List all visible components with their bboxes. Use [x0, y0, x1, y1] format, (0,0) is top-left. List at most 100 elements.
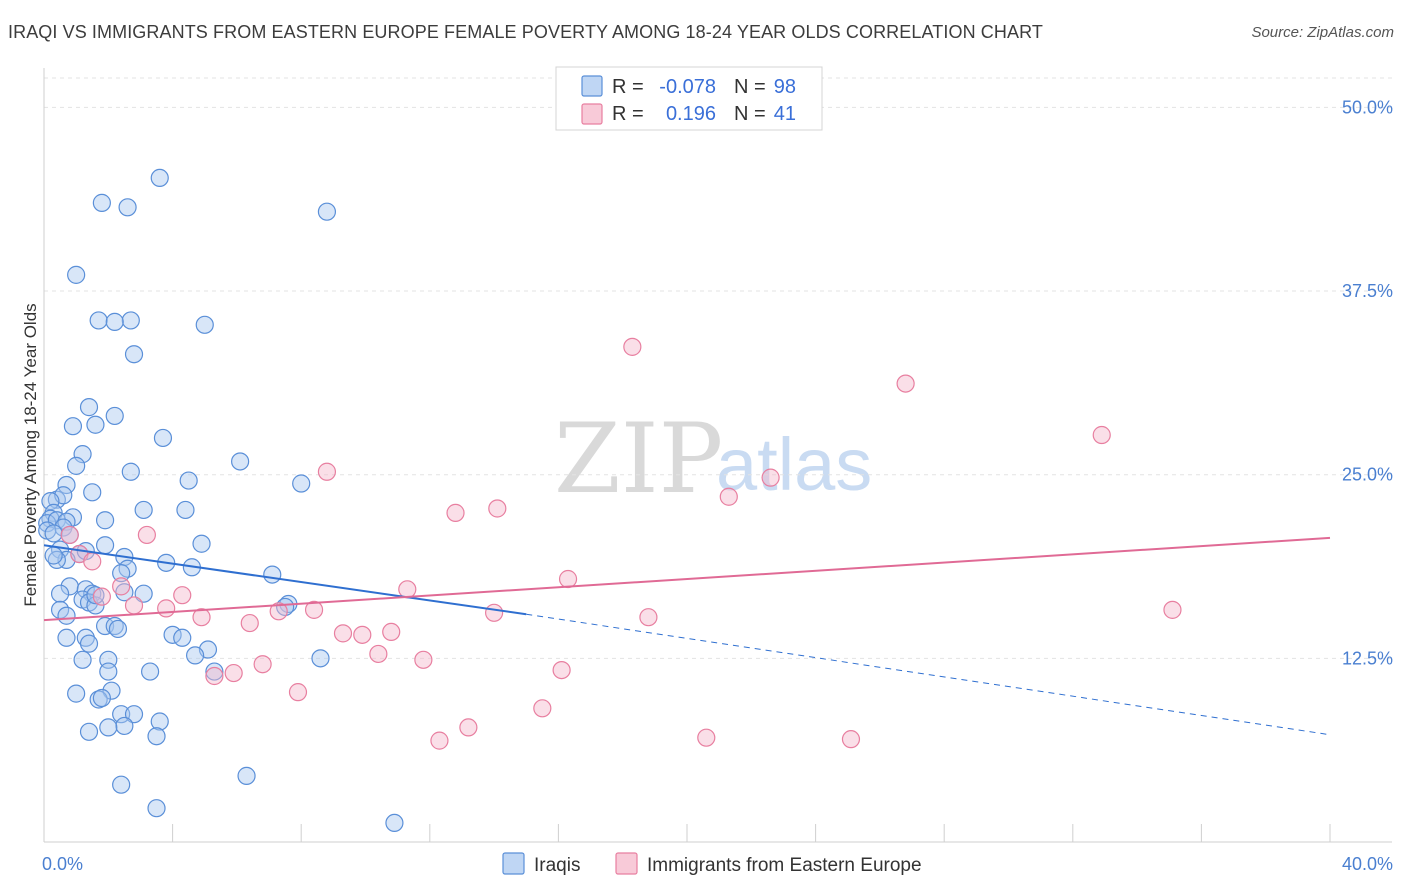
iraqis-point-48	[263, 565, 282, 584]
chart-source: Source: ZipAtlas.com	[1251, 24, 1394, 41]
bottom-legend-swatch-iraqis	[502, 852, 525, 875]
iraqis-point-11	[105, 406, 124, 426]
iraqis-point-88	[237, 766, 256, 785]
iraqis-point-18	[121, 462, 140, 481]
y-tick-label-0: 12.5%	[1342, 648, 1393, 668]
legend-n-label-1: N =	[734, 76, 766, 98]
iraqis-point-73	[311, 649, 330, 668]
eastern-europe-point-29	[369, 644, 388, 664]
iraqis-point-14	[153, 428, 173, 448]
y-tick-label-3: 50.0%	[1342, 97, 1393, 117]
iraqis-point-21	[57, 475, 76, 495]
legend-r-value-2: 0.196	[666, 103, 716, 125]
trend-lines	[43, 536, 1331, 736]
iraqis-point-75	[140, 662, 160, 681]
iraqis-point-12	[63, 417, 83, 436]
trend-line-iraqis-extension	[526, 613, 1331, 736]
y-tick-label-2: 37.5%	[1342, 281, 1393, 301]
eastern-europe-point-17	[124, 596, 144, 615]
iraqis-point-37	[44, 524, 63, 543]
eastern-europe-point-9	[60, 525, 79, 545]
eastern-europe-point-7	[446, 503, 465, 522]
eastern-europe-point-6	[488, 499, 507, 518]
y-tick-label-1: 25.0%	[1342, 465, 1393, 485]
x-tick-label-1: 40.0%	[1342, 854, 1393, 874]
iraqis-point-4	[67, 265, 86, 284]
iraqis-point-15	[231, 452, 250, 471]
trend-line-iraqis	[43, 544, 527, 616]
eastern-europe-point-18	[157, 599, 176, 618]
eastern-europe-point-12	[558, 569, 578, 589]
iraqis-point-86	[79, 722, 99, 741]
legend-swatch-eastern-europe	[581, 103, 603, 125]
iraqis-point-1	[92, 193, 111, 212]
iraqis-point-85	[99, 718, 118, 737]
eastern-europe-point-19	[485, 603, 504, 622]
iraqis-point-54	[134, 584, 153, 603]
iraqis-point-26	[134, 500, 153, 520]
iraqis-point-27	[176, 500, 195, 520]
iraqis-point-13	[86, 415, 105, 434]
eastern-europe-point-22	[1163, 600, 1182, 619]
iraqis-point-0	[150, 168, 169, 188]
eastern-europe-point-13	[398, 580, 417, 599]
eastern-europe-point-14	[112, 577, 131, 596]
eastern-europe-point-11	[83, 552, 102, 571]
iraqis-point-82	[124, 705, 144, 724]
legend-n-value-2: 41	[774, 103, 796, 125]
iraqis-point-77	[67, 684, 86, 703]
iraqis-point-38	[192, 534, 211, 553]
iraqis-point-72	[186, 646, 205, 665]
eastern-europe-point-34	[205, 666, 224, 686]
x-tick-labels: 0.0% 40.0%	[42, 854, 1393, 874]
axes	[43, 68, 1392, 843]
eastern-europe-point-37	[459, 718, 478, 737]
iraqis-point-3	[317, 202, 337, 221]
eastern-europe-point-3	[317, 462, 337, 481]
eastern-europe-point-40	[841, 730, 861, 749]
iraqis-point-87	[147, 727, 166, 746]
y-axis-label: Female Poverty Among 18-24 Year Olds	[21, 303, 40, 606]
legend-swatch-iraqis	[581, 75, 603, 97]
eastern-europe-point-26	[333, 624, 353, 643]
iraqis-point-6	[121, 311, 140, 330]
legend-r-label-2: R =	[612, 103, 644, 125]
eastern-europe-point-5	[719, 487, 738, 506]
bottom-legend-swatch-eastern-europe	[615, 852, 638, 875]
eastern-europe-point-35	[288, 683, 308, 702]
iraqis-point-49	[112, 564, 131, 583]
iraqis-point-65	[173, 628, 192, 647]
legend-r-value-1: -0.078	[659, 76, 716, 98]
iraqis-point-90	[147, 799, 166, 818]
iraqis-point-68	[79, 634, 99, 653]
iraqis-point-10	[79, 398, 99, 417]
iraqis-point-2	[118, 198, 137, 217]
iraqis-point-62	[105, 616, 124, 636]
iraqis-point-22	[83, 483, 102, 502]
iraqis-point-7	[105, 312, 124, 331]
x-tick-label-0: 0.0%	[42, 854, 83, 874]
eastern-europe-point-20	[304, 600, 324, 619]
iraqis-point-78	[102, 681, 121, 700]
eastern-europe-point-21	[269, 602, 288, 621]
series-iraqis-points	[38, 168, 404, 833]
eastern-europe-point-8	[137, 525, 156, 545]
bottom-legend: Iraqis Immigrants from Eastern Europe	[502, 852, 922, 876]
eastern-europe-point-32	[552, 660, 571, 680]
eastern-europe-point-15	[173, 586, 192, 605]
series-eastern-europe-points	[60, 337, 1182, 750]
iraqis-point-31	[95, 511, 115, 530]
eastern-europe-point-2	[1092, 425, 1111, 445]
eastern-europe-point-27	[353, 625, 372, 644]
iraqis-point-5	[89, 311, 108, 330]
iraqis-point-17	[67, 456, 86, 475]
iraqis-point-20	[292, 474, 311, 493]
eastern-europe-point-39	[697, 728, 716, 747]
iraqis-point-81	[112, 705, 131, 724]
eastern-europe-point-4	[761, 468, 780, 487]
watermark-zip: ZIP	[554, 403, 723, 515]
eastern-europe-point-1	[896, 374, 915, 393]
iraqis-point-83	[150, 712, 169, 731]
bottom-legend-label-eastern-europe: Immigrants from Eastern Europe	[647, 855, 922, 876]
